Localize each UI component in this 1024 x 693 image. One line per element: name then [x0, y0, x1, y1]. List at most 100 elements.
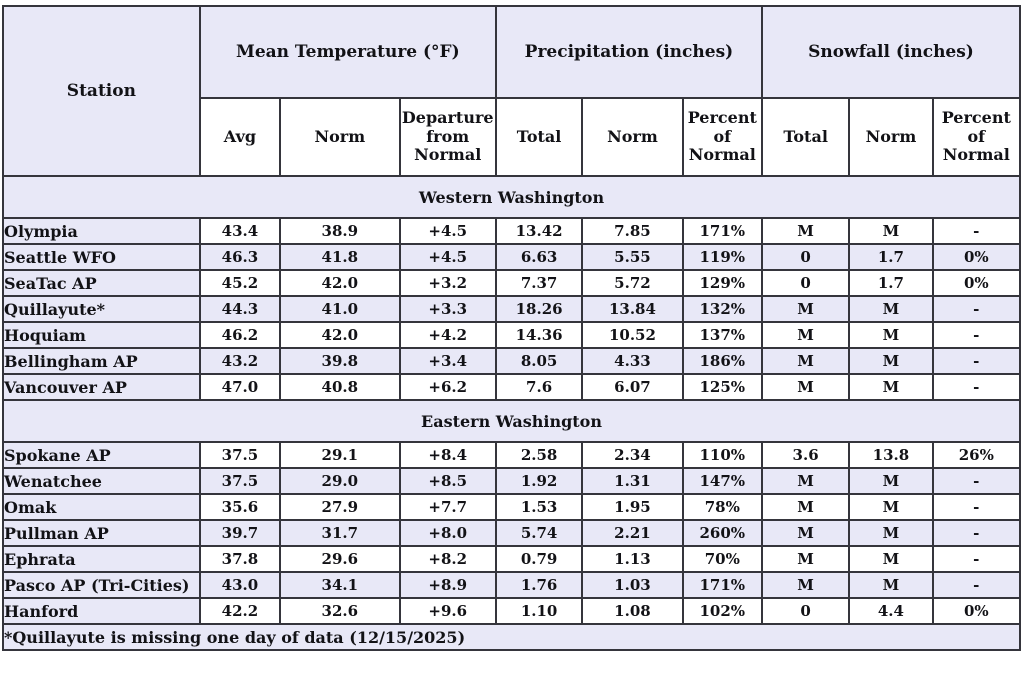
table-row: Vancouver AP 47.0 40.8 +6.2 7.6 6.07 125% M M - [2, 373, 1022, 401]
table-row: Omak 35.6 27.9 +7.7 1.53 1.95 78% M M - [2, 493, 1022, 521]
value-cell: - [931, 321, 1022, 349]
value-cell: - [931, 545, 1022, 573]
table-row: Olympia 43.4 38.9 +4.5 13.42 7.85 171% M M - [2, 217, 1022, 245]
value-cell: 0 [760, 243, 851, 271]
value-cell: 70% [681, 545, 763, 573]
station-name: Spokane AP [2, 441, 201, 469]
value-cell: +8.0 [398, 519, 497, 547]
table-row: Quillayute* 44.3 41.0 +3.3 18.26 13.84 132% M M - [2, 295, 1022, 323]
sub-header-row: Avg Norm Departure from Normal Total Nor… [3, 97, 1022, 177]
value-cell: 38.9 [279, 217, 401, 245]
station-name: Hoquiam [2, 321, 201, 349]
value-cell: 2.21 [581, 519, 684, 547]
value-cell: 1.53 [494, 493, 584, 521]
value-cell: M [848, 493, 934, 521]
value-cell: 41.0 [279, 295, 401, 323]
value-cell: 1.31 [581, 467, 684, 495]
value-cell: 1.08 [581, 597, 684, 625]
col-header-precip-percent: Percent of Normal [681, 97, 763, 177]
value-cell: 78% [681, 493, 763, 521]
value-cell: 1.92 [494, 467, 584, 495]
value-cell: 260% [681, 519, 763, 547]
value-cell: 29.0 [279, 467, 401, 495]
value-cell: 171% [681, 571, 763, 599]
table-row: Wenatchee 37.5 29.0 +8.5 1.92 1.31 147% M M - [2, 467, 1022, 495]
value-cell: 0 [760, 269, 851, 297]
value-cell: - [931, 519, 1022, 547]
value-cell: 43.0 [198, 571, 282, 599]
value-cell: 0 [760, 597, 851, 625]
value-cell: 41.8 [279, 243, 401, 271]
col-header-precip-norm: Norm [581, 97, 684, 177]
value-cell: 40.8 [279, 373, 401, 401]
station-name: Olympia [2, 217, 201, 245]
table-body: Western Washington Olympia 43.4 38.9 +4.5 13.… [2, 175, 1022, 625]
col-header-temp-norm: Norm [279, 97, 401, 177]
value-cell: 46.2 [198, 321, 282, 349]
col-header-temp-avg: Avg [198, 97, 282, 177]
value-cell: 1.13 [581, 545, 684, 573]
station-name: Wenatchee [2, 467, 201, 495]
value-cell: M [760, 545, 851, 573]
value-cell: +7.7 [398, 493, 497, 521]
value-cell: +4.5 [398, 243, 497, 271]
value-cell: 1.10 [494, 597, 584, 625]
value-cell: 1.76 [494, 571, 584, 599]
value-cell: M [760, 347, 851, 375]
table-header: Station Mean Temperature (°F) Precipitat… [2, 5, 1022, 177]
value-cell: 2.34 [581, 441, 684, 469]
value-cell: 5.55 [581, 243, 684, 271]
value-cell: 37.8 [198, 545, 282, 573]
value-cell: M [760, 295, 851, 323]
table-row: Seattle WFO 46.3 41.8 +4.5 6.63 5.55 119% 0 1.7 0… [2, 243, 1022, 271]
value-cell: 1.7 [848, 243, 934, 271]
value-cell: 13.8 [848, 441, 934, 469]
value-cell: 0.79 [494, 545, 584, 573]
value-cell: 10.52 [581, 321, 684, 349]
value-cell: 39.7 [198, 519, 282, 547]
value-cell: 42.0 [279, 269, 401, 297]
value-cell: M [848, 467, 934, 495]
value-cell: +3.4 [398, 347, 497, 375]
value-cell: +8.2 [398, 545, 497, 573]
table-row: SeaTac AP 45.2 42.0 +3.2 7.37 5.72 129% 0 1.7 0% [2, 269, 1022, 297]
col-header-snow-total: Total [760, 97, 851, 177]
value-cell: 110% [681, 441, 763, 469]
value-cell: 37.5 [198, 441, 282, 469]
section-header: Eastern Washington [2, 399, 1021, 443]
value-cell: 1.95 [581, 493, 684, 521]
col-header-temp-departure: Departure from Normal [398, 97, 497, 177]
value-cell: 0% [931, 243, 1022, 271]
value-cell: 13.84 [581, 295, 684, 323]
col-header-snow-percent: Percent of Normal [931, 97, 1022, 177]
value-cell: - [931, 373, 1022, 401]
station-name: Omak [2, 493, 201, 521]
value-cell: M [760, 467, 851, 495]
value-cell: M [848, 347, 934, 375]
value-cell: 45.2 [198, 269, 282, 297]
value-cell: 31.7 [279, 519, 401, 547]
value-cell: +3.2 [398, 269, 497, 297]
value-cell: 14.36 [494, 321, 584, 349]
station-name: Seattle WFO [2, 243, 201, 271]
value-cell: 42.0 [279, 321, 401, 349]
group-header-mean-temperature: Mean Temperature (°F) [198, 5, 497, 99]
value-cell: 4.33 [581, 347, 684, 375]
station-name: Pullman AP [2, 519, 201, 547]
table-row: Ephrata 37.8 29.6 +8.2 0.79 1.13 70% M M - [2, 545, 1022, 573]
value-cell: M [760, 493, 851, 521]
group-header-precipitation: Precipitation (inches) [494, 5, 763, 99]
value-cell: 102% [681, 597, 763, 625]
value-cell: M [848, 217, 934, 245]
table-footer: *Quillayute is missing one day of data (… [2, 623, 1021, 651]
value-cell: 132% [681, 295, 763, 323]
value-cell: 27.9 [279, 493, 401, 521]
value-cell: 4.4 [848, 597, 934, 625]
value-cell: M [848, 519, 934, 547]
value-cell: M [848, 545, 934, 573]
value-cell: 5.74 [494, 519, 584, 547]
value-cell: 5.72 [581, 269, 684, 297]
value-cell: 34.1 [279, 571, 401, 599]
value-cell: 6.63 [494, 243, 584, 271]
value-cell: 37.5 [198, 467, 282, 495]
